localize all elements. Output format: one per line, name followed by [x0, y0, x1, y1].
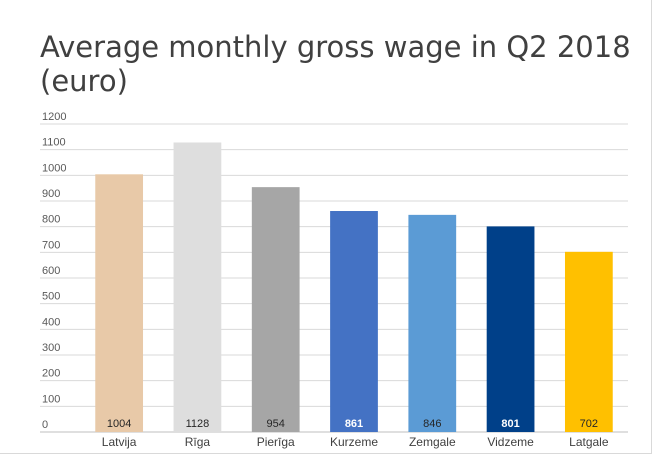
y-tick-label: 1100	[42, 137, 66, 149]
y-tick-label: 100	[42, 393, 60, 405]
data-label: 954	[267, 418, 285, 430]
y-tick-label: 1000	[42, 162, 66, 174]
y-tick-label: 800	[42, 214, 60, 226]
chart-frame	[0, 0, 652, 454]
y-tick-label: 900	[42, 188, 60, 200]
y-tick-label: 600	[42, 265, 60, 277]
y-tick-label: 700	[42, 239, 60, 251]
x-tick-label: Kurzeme	[330, 435, 378, 449]
y-tick-label: 200	[42, 368, 60, 380]
x-tick-label: Latgale	[569, 435, 609, 449]
data-label: 702	[580, 418, 598, 430]
x-tick-label: Rīga	[185, 435, 211, 449]
y-tick-label: 1200	[42, 111, 66, 123]
data-label: 1128	[186, 418, 210, 430]
bar-kurzeme	[330, 211, 378, 432]
data-label: 861	[345, 418, 363, 430]
x-tick-label: Vidzeme	[487, 435, 534, 449]
data-label: 1004	[107, 418, 131, 430]
bar-rīga	[173, 142, 222, 433]
bar-latgale	[564, 251, 613, 432]
y-tick-label: 300	[42, 342, 60, 354]
bar-pierīga	[251, 187, 300, 432]
bar-vidzeme	[486, 226, 535, 432]
data-label: 801	[501, 418, 519, 430]
x-tick-label: Latvija	[102, 435, 137, 449]
chart-title: Average monthly gross wage in Q2 2018 (e…	[40, 30, 631, 98]
x-tick-label: Zemgale	[409, 435, 456, 449]
y-tick-label: 500	[42, 291, 60, 303]
x-tick-label: Pierīga	[257, 435, 295, 449]
y-tick-label: 0	[42, 419, 48, 431]
bar-zemgale	[408, 214, 457, 432]
y-tick-label: 400	[42, 316, 60, 328]
data-label: 846	[423, 418, 441, 430]
bar-latvija	[95, 174, 144, 432]
